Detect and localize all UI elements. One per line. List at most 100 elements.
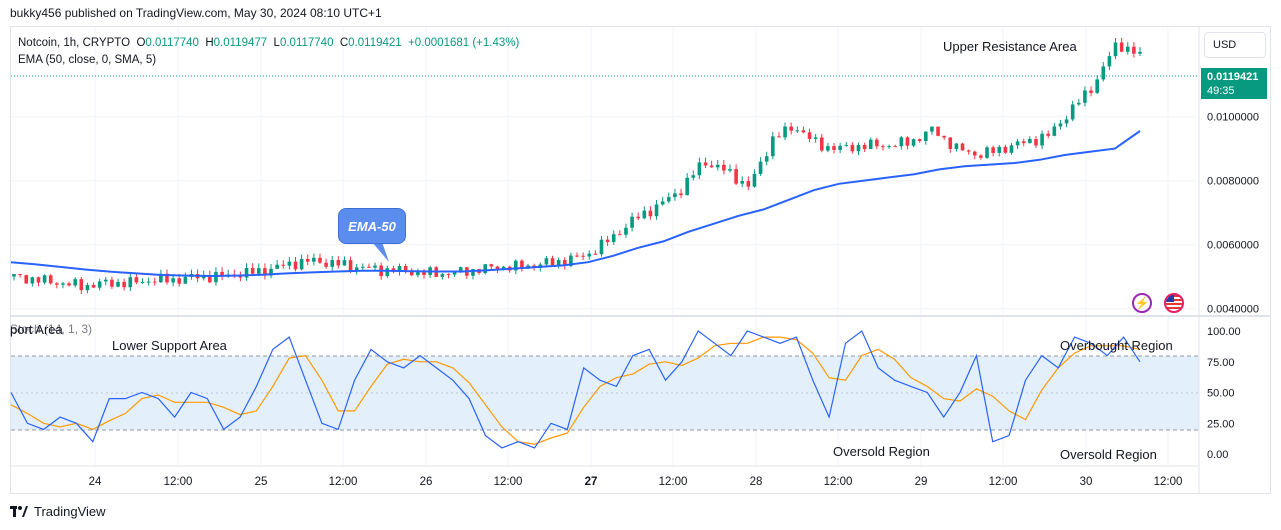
candle-body xyxy=(972,151,977,156)
candle-body xyxy=(250,267,255,274)
candle-body xyxy=(305,258,310,262)
legend-ema: EMA (50, close, 0, SMA, 5) xyxy=(18,54,157,66)
candle-body xyxy=(1052,126,1057,136)
time-tick-label: 30 xyxy=(1080,476,1093,488)
us-flag-icon[interactable] xyxy=(1164,293,1184,313)
candle-body xyxy=(1095,79,1099,93)
chart-legend: Notcoin, 1h, CRYPTO O0.0117740 H0.011947… xyxy=(18,35,519,69)
candle-body xyxy=(269,268,273,276)
candle-body xyxy=(140,281,145,283)
candle-body xyxy=(342,260,347,266)
candle-body xyxy=(244,267,249,278)
candle-body xyxy=(134,277,139,283)
candle-body xyxy=(875,139,879,147)
candle-body xyxy=(1021,141,1026,144)
candle-body xyxy=(1119,42,1124,52)
candle-body xyxy=(91,284,96,288)
candle-body xyxy=(348,260,353,271)
candle-body xyxy=(746,180,751,187)
candle-body xyxy=(673,193,677,198)
candle-body xyxy=(1034,138,1038,146)
time-tick-label: 12:00 xyxy=(1154,476,1183,488)
candle-body xyxy=(1113,42,1118,57)
time-tick-label: 24 xyxy=(89,476,102,488)
candle-body xyxy=(740,180,745,184)
legend-close: 0.0119421 xyxy=(348,37,402,49)
candle-body xyxy=(256,268,261,274)
candle-body xyxy=(789,126,793,131)
candle-body xyxy=(446,274,451,276)
candle-body xyxy=(819,137,824,151)
candle-body xyxy=(361,266,365,268)
ema-callout-text: EMA-50 xyxy=(348,218,396,234)
candle-body xyxy=(734,169,738,184)
candle-body xyxy=(703,162,708,166)
candle-body xyxy=(42,275,47,283)
candle-body xyxy=(630,216,634,228)
legend-high: 0.0119477 xyxy=(213,37,268,49)
candle-body xyxy=(648,210,653,217)
candle-body xyxy=(795,130,800,132)
price-tick-label: 0.0080000 xyxy=(1207,176,1259,188)
candle-body xyxy=(330,259,335,267)
publisher-line: bukky456 published on TradingView.com, M… xyxy=(10,6,382,20)
stoch-d-line xyxy=(10,336,1141,445)
candle-body xyxy=(1009,145,1014,153)
candle-body xyxy=(183,276,188,284)
candle-body xyxy=(575,255,579,257)
candle-body xyxy=(581,255,585,257)
stoch-legend: Stoch (14, 1, 3) xyxy=(10,322,93,336)
lightning-icon[interactable]: ⚡ xyxy=(1132,293,1152,313)
candle-body xyxy=(618,234,622,236)
legend-open: 0.0117740 xyxy=(145,37,199,49)
candle-body xyxy=(764,156,769,162)
candle-body xyxy=(422,270,426,275)
candle-body xyxy=(893,146,898,148)
candle-body xyxy=(624,227,628,235)
time-tick-label: 12:00 xyxy=(329,476,358,488)
candle-body xyxy=(97,281,102,288)
candle-body xyxy=(238,276,243,278)
time-tick-label: 12:00 xyxy=(824,476,853,488)
candle-body xyxy=(397,266,402,272)
currency-selector[interactable]: USD xyxy=(1204,32,1266,58)
lower-support-label: Lower Support Area xyxy=(112,338,227,353)
candle-body xyxy=(868,139,873,150)
candle-body xyxy=(324,262,328,267)
candle-body xyxy=(103,279,108,282)
candle-body xyxy=(862,144,867,150)
candle-body xyxy=(691,175,696,178)
price-tick-label: 0.0060000 xyxy=(1207,240,1259,252)
candle-body xyxy=(1077,102,1081,105)
candle-body xyxy=(152,281,157,283)
candle-body xyxy=(354,267,359,271)
current-price-value: 0.0119421 xyxy=(1207,71,1259,83)
time-tick-label: 12:00 xyxy=(494,476,523,488)
candle-body xyxy=(985,147,989,158)
candle-body xyxy=(73,279,77,286)
candle-body xyxy=(1040,133,1044,146)
candle-body xyxy=(801,130,806,133)
candle-body xyxy=(850,144,855,152)
candle-body xyxy=(666,197,671,202)
candle-body xyxy=(593,253,598,255)
legend-h-label: H xyxy=(205,37,214,49)
legend-o-label: O xyxy=(136,37,146,49)
candle-body xyxy=(489,264,494,267)
candle-body xyxy=(171,278,175,283)
candle-body xyxy=(783,126,787,138)
time-tick-label: 12:00 xyxy=(989,476,1018,488)
bar-countdown: 49:35 xyxy=(1207,85,1235,97)
candle-body xyxy=(917,139,922,141)
candle-body xyxy=(79,279,84,291)
candle-body xyxy=(605,239,610,243)
candle-body xyxy=(1046,133,1051,136)
candle-body xyxy=(1138,51,1142,54)
candle-body xyxy=(758,161,763,174)
candle-body xyxy=(722,164,726,171)
candle-body xyxy=(220,271,224,277)
candle-body xyxy=(116,281,120,287)
candle-body xyxy=(281,264,286,266)
legend-c-label: C xyxy=(339,37,349,49)
